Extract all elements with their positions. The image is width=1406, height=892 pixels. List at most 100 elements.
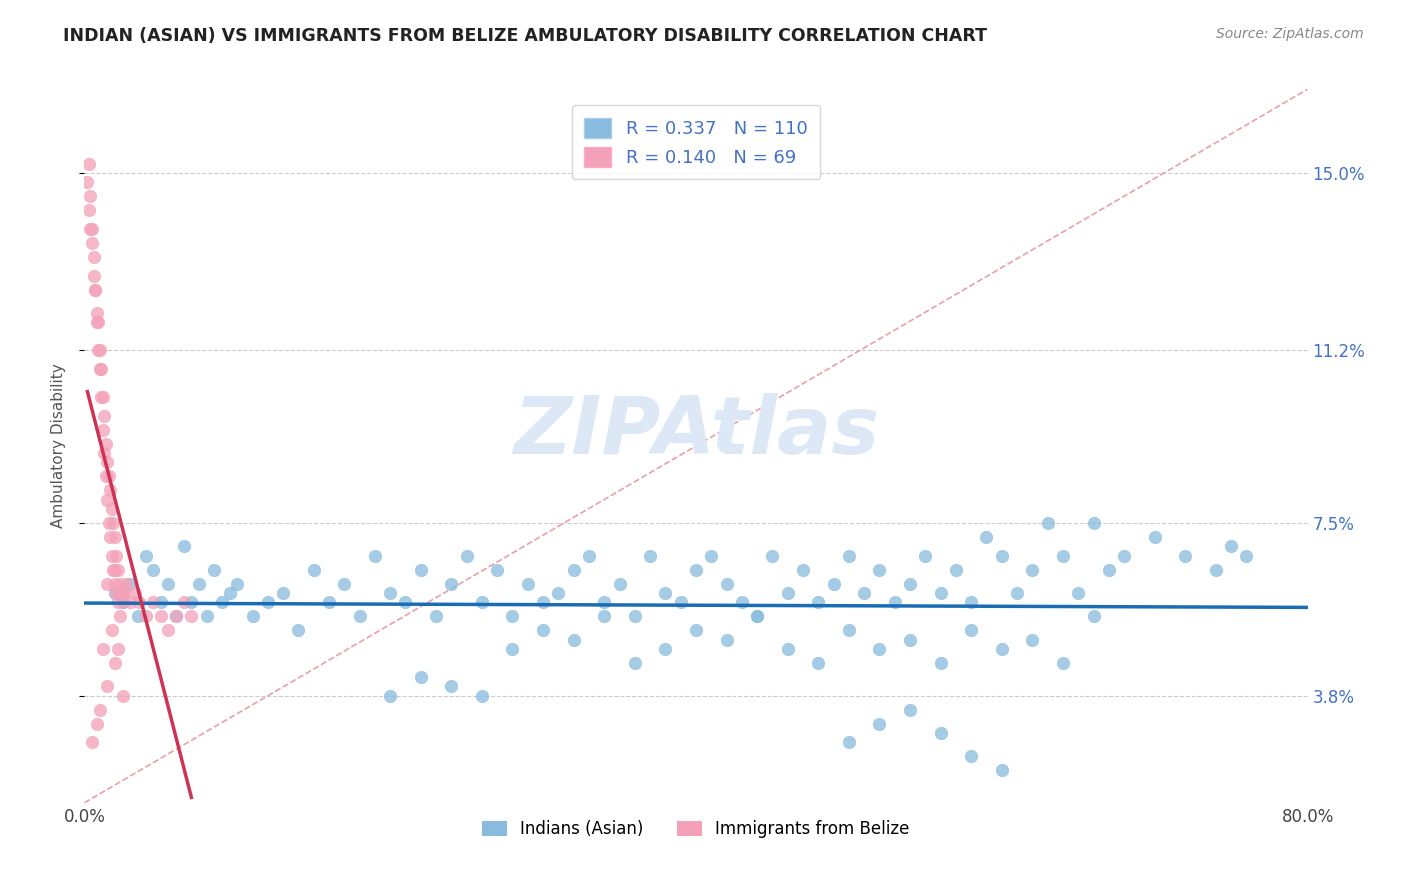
Point xyxy=(180,609,202,624)
Point xyxy=(516,576,538,591)
Point xyxy=(991,641,1014,656)
Point xyxy=(593,595,616,609)
Point xyxy=(157,576,180,591)
Point xyxy=(960,624,983,638)
Text: INDIAN (ASIAN) VS IMMIGRANTS FROM BELIZE AMBULATORY DISABILITY CORRELATION CHART: INDIAN (ASIAN) VS IMMIGRANTS FROM BELIZE… xyxy=(63,27,987,45)
Text: Source: ZipAtlas.com: Source: ZipAtlas.com xyxy=(1216,27,1364,41)
Point xyxy=(776,641,799,656)
Point xyxy=(776,586,799,600)
Point xyxy=(111,595,134,609)
Point xyxy=(79,189,101,203)
Point xyxy=(165,609,187,624)
Point xyxy=(120,595,142,609)
Point xyxy=(929,726,952,740)
Point xyxy=(271,586,294,600)
Point xyxy=(135,609,157,624)
Point xyxy=(883,595,905,609)
Point xyxy=(108,609,131,624)
Point xyxy=(1114,549,1136,563)
Point xyxy=(578,549,600,563)
Point xyxy=(593,609,616,624)
Point xyxy=(1083,516,1105,530)
Point xyxy=(1036,516,1059,530)
Point xyxy=(700,549,723,563)
Point xyxy=(991,763,1014,777)
Point xyxy=(107,641,129,656)
Point xyxy=(97,516,120,530)
Point xyxy=(425,609,447,624)
Point xyxy=(731,595,754,609)
Point xyxy=(624,609,647,624)
Point xyxy=(128,595,150,609)
Point xyxy=(409,670,432,684)
Point xyxy=(1021,632,1043,647)
Point xyxy=(333,576,356,591)
Point xyxy=(1005,586,1028,600)
Point xyxy=(173,595,195,609)
Point xyxy=(716,632,738,647)
Point xyxy=(104,576,127,591)
Point xyxy=(531,595,554,609)
Point xyxy=(83,250,105,264)
Point xyxy=(669,595,692,609)
Point xyxy=(929,586,952,600)
Point xyxy=(107,595,129,609)
Point xyxy=(103,516,125,530)
Point xyxy=(111,586,134,600)
Point xyxy=(562,563,585,577)
Point xyxy=(349,609,371,624)
Point xyxy=(120,576,142,591)
Point xyxy=(1067,586,1090,600)
Point xyxy=(80,236,103,251)
Point xyxy=(1052,549,1074,563)
Point xyxy=(87,315,110,329)
Point xyxy=(685,563,707,577)
Point xyxy=(103,563,125,577)
Point xyxy=(101,624,124,638)
Point xyxy=(135,549,157,563)
Point xyxy=(104,656,127,670)
Point xyxy=(124,586,146,600)
Point xyxy=(747,609,769,624)
Point xyxy=(165,609,187,624)
Point xyxy=(91,390,114,404)
Point xyxy=(1143,530,1166,544)
Point xyxy=(108,576,131,591)
Point xyxy=(624,656,647,670)
Point xyxy=(180,595,202,609)
Point xyxy=(838,735,860,749)
Point xyxy=(1205,563,1227,577)
Point xyxy=(807,595,830,609)
Point xyxy=(869,716,891,731)
Point xyxy=(84,283,107,297)
Point xyxy=(93,446,115,460)
Point xyxy=(111,586,134,600)
Point xyxy=(101,502,124,516)
Point xyxy=(991,549,1014,563)
Point xyxy=(440,679,463,693)
Point xyxy=(94,469,117,483)
Point xyxy=(929,656,952,670)
Point xyxy=(218,586,240,600)
Point xyxy=(838,624,860,638)
Point xyxy=(638,549,661,563)
Point xyxy=(1083,609,1105,624)
Point xyxy=(898,576,921,591)
Point xyxy=(380,586,402,600)
Point xyxy=(562,632,585,647)
Point xyxy=(96,492,118,507)
Point xyxy=(471,595,494,609)
Point xyxy=(685,624,707,638)
Point xyxy=(104,586,127,600)
Point xyxy=(1098,563,1121,577)
Point xyxy=(89,702,111,716)
Point xyxy=(1052,656,1074,670)
Point xyxy=(547,586,569,600)
Point xyxy=(869,641,891,656)
Point xyxy=(409,563,432,577)
Point xyxy=(747,609,769,624)
Point xyxy=(114,576,136,591)
Point xyxy=(945,563,967,577)
Point xyxy=(853,586,876,600)
Point xyxy=(188,576,211,591)
